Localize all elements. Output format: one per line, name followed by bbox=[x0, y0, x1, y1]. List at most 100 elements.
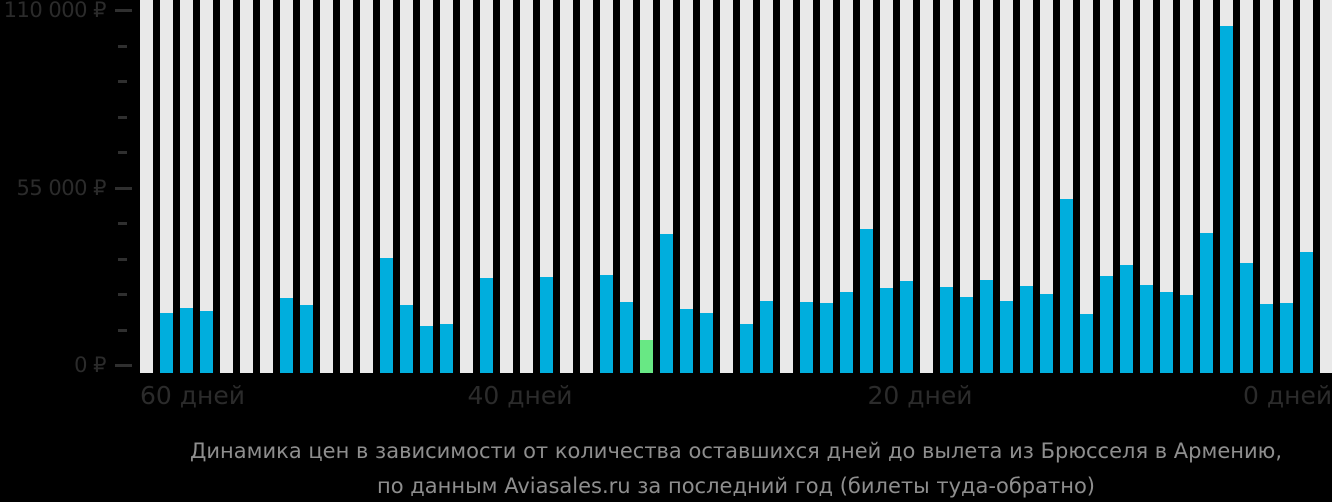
bar-day-19[interactable] bbox=[940, 0, 953, 373]
bar-day-48[interactable] bbox=[360, 0, 373, 373]
price-bar bbox=[400, 305, 413, 373]
bar-day-27[interactable] bbox=[780, 0, 793, 373]
caption-line-2: по данным Aviasales.ru за последний год … bbox=[377, 474, 1095, 498]
bar-day-44[interactable] bbox=[440, 0, 453, 373]
y-minor-tick bbox=[118, 293, 127, 297]
price-bar bbox=[1280, 302, 1293, 373]
price-bar bbox=[860, 228, 873, 373]
bar-day-22[interactable] bbox=[880, 0, 893, 373]
bar-day-56[interactable] bbox=[200, 0, 213, 373]
price-bar bbox=[840, 291, 853, 373]
bar-day-20[interactable] bbox=[920, 0, 933, 373]
bar-day-8[interactable] bbox=[1160, 0, 1173, 373]
bar-day-35[interactable] bbox=[620, 0, 633, 373]
bar-day-36[interactable] bbox=[600, 0, 613, 373]
bar-day-58[interactable] bbox=[160, 0, 173, 373]
bar-day-45[interactable] bbox=[420, 0, 433, 373]
price-bar bbox=[280, 297, 293, 373]
price-bar bbox=[1020, 285, 1033, 373]
price-bar bbox=[960, 296, 973, 373]
min-price-bar bbox=[640, 339, 653, 373]
bar-day-29[interactable] bbox=[740, 0, 753, 373]
bar-day-42[interactable] bbox=[480, 0, 493, 373]
bar-day-15[interactable] bbox=[1020, 0, 1033, 373]
price-bar bbox=[1120, 265, 1133, 373]
bar-day-54[interactable] bbox=[240, 0, 253, 373]
price-bar bbox=[420, 325, 433, 373]
bar-day-4[interactable] bbox=[1240, 0, 1253, 373]
bar-day-1[interactable] bbox=[1300, 0, 1313, 373]
bar-day-6[interactable] bbox=[1200, 0, 1213, 373]
y-minor-tick bbox=[118, 151, 127, 155]
price-bar bbox=[440, 324, 453, 373]
bar-day-59[interactable] bbox=[140, 0, 153, 373]
price-bar bbox=[1220, 25, 1233, 373]
bar-day-23[interactable] bbox=[860, 0, 873, 373]
bar-day-30[interactable] bbox=[720, 0, 733, 373]
price-bar bbox=[940, 286, 953, 373]
bar-day-17[interactable] bbox=[980, 0, 993, 373]
price-bar bbox=[820, 303, 833, 373]
bar-day-34[interactable] bbox=[640, 0, 653, 373]
bar-day-0[interactable] bbox=[1320, 0, 1332, 373]
bar-day-3[interactable] bbox=[1260, 0, 1273, 373]
bar-day-21[interactable] bbox=[900, 0, 913, 373]
price-bar bbox=[740, 323, 753, 373]
price-bar bbox=[200, 310, 213, 373]
price-bar bbox=[980, 279, 993, 373]
bar-day-12[interactable] bbox=[1080, 0, 1093, 373]
bar-day-5[interactable] bbox=[1220, 0, 1233, 373]
price-bar bbox=[600, 275, 613, 373]
price-bar bbox=[160, 312, 173, 373]
bar-day-33[interactable] bbox=[660, 0, 673, 373]
bar-day-37[interactable] bbox=[580, 0, 593, 373]
bar-day-40[interactable] bbox=[520, 0, 533, 373]
bar-day-31[interactable] bbox=[700, 0, 713, 373]
price-bar bbox=[1080, 314, 1093, 373]
bar-day-7[interactable] bbox=[1180, 0, 1193, 373]
bar-day-41[interactable] bbox=[500, 0, 513, 373]
x-axis-label-20: 20 дней bbox=[867, 381, 973, 410]
y-minor-tick bbox=[118, 257, 127, 261]
bar-day-2[interactable] bbox=[1280, 0, 1293, 373]
bar-day-43[interactable] bbox=[460, 0, 473, 373]
bar-day-51[interactable] bbox=[300, 0, 313, 373]
x-axis-label-0: 0 дней bbox=[1243, 381, 1332, 410]
bar-day-53[interactable] bbox=[260, 0, 273, 373]
y-minor-tick bbox=[118, 222, 127, 226]
bar-day-57[interactable] bbox=[180, 0, 193, 373]
price-bar bbox=[1260, 303, 1273, 373]
price-bar bbox=[480, 277, 493, 373]
bar-day-11[interactable] bbox=[1100, 0, 1113, 373]
bar-day-9[interactable] bbox=[1140, 0, 1153, 373]
bar-day-55[interactable] bbox=[220, 0, 233, 373]
x-axis-label-40: 40 дней bbox=[467, 381, 573, 410]
bar-day-16[interactable] bbox=[1000, 0, 1013, 373]
bar-day-47[interactable] bbox=[380, 0, 393, 373]
bar-day-32[interactable] bbox=[680, 0, 693, 373]
bar-day-26[interactable] bbox=[800, 0, 813, 373]
bar-day-39[interactable] bbox=[540, 0, 553, 373]
bar-day-38[interactable] bbox=[560, 0, 573, 373]
price-bar bbox=[880, 287, 893, 373]
y-axis-label: 55 000 ₽ bbox=[16, 175, 106, 200]
bar-day-49[interactable] bbox=[340, 0, 353, 373]
bar-day-14[interactable] bbox=[1040, 0, 1053, 373]
price-bar bbox=[1180, 295, 1193, 373]
y-major-tick bbox=[115, 364, 132, 367]
bar-day-24[interactable] bbox=[840, 0, 853, 373]
bar-day-28[interactable] bbox=[760, 0, 773, 373]
price-bar bbox=[1060, 198, 1073, 373]
bar-day-25[interactable] bbox=[820, 0, 833, 373]
bar-day-52[interactable] bbox=[280, 0, 293, 373]
bar-day-10[interactable] bbox=[1120, 0, 1133, 373]
bar-day-18[interactable] bbox=[960, 0, 973, 373]
y-minor-tick bbox=[118, 115, 127, 119]
chart-caption: Динамика цен в зависимости от количества… bbox=[140, 434, 1332, 502]
bar-day-13[interactable] bbox=[1060, 0, 1073, 373]
bar-day-50[interactable] bbox=[320, 0, 333, 373]
y-major-tick bbox=[115, 9, 132, 13]
price-bar bbox=[380, 258, 393, 373]
price-bar bbox=[800, 302, 813, 373]
bar-day-46[interactable] bbox=[400, 0, 413, 373]
